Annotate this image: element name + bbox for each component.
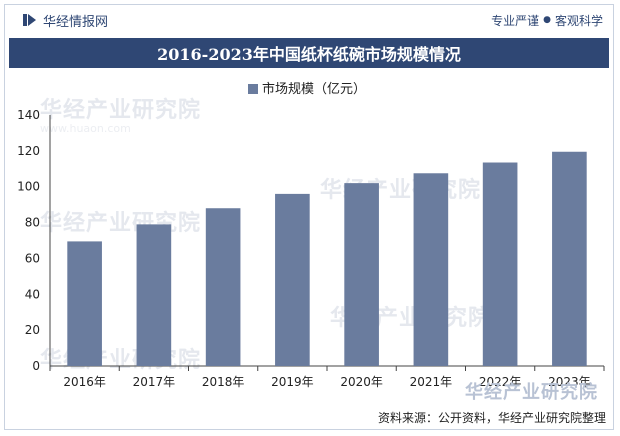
bar [205,208,241,366]
bar [136,224,172,366]
x-tick-label: 2021年 [410,375,453,389]
brand-logo-icon [23,13,37,27]
slogan-right: 客观科学 [554,13,603,28]
bar [67,241,102,366]
chart-title: 2016-2023年中国纸杯纸碗市场规模情况 [9,38,609,68]
y-tick-label: 40 [25,287,40,301]
source-note: 资料来源：公开资料，华经产业研究院整理 [377,411,606,425]
x-tick-label: 2016年 [63,375,106,389]
slogan-left: 专业严谨 [491,13,540,28]
y-tick-label: 80 [25,216,40,230]
x-tick-label: 2019年 [271,375,314,389]
y-tick-label: 120 [17,144,40,158]
y-tick-label: 100 [17,180,40,194]
header-bar: 华经情报网 专业严谨 ● 客观科学 [5,5,613,35]
x-tick-label: 2020年 [340,375,383,389]
bar [413,173,449,366]
y-tick-label: 140 [17,108,40,122]
brand: 华经情报网 [23,11,108,30]
slogan-separator: ● [543,15,551,25]
legend-swatch [248,84,258,94]
bar [344,183,379,366]
brand-name: 华经情报网 [43,14,109,30]
y-tick-label: 0 [32,359,40,373]
x-tick-label: 2018年 [202,375,245,389]
x-tick-label: 2017年 [133,375,176,389]
slogan: 专业严谨 ● 客观科学 [491,12,603,29]
x-tick-label: 2022年 [479,375,522,389]
bar [275,193,310,366]
y-tick-label: 60 [25,251,40,265]
legend-label: 市场规模（亿元） [262,81,366,97]
bar [482,162,518,366]
x-tick-label: 2023年 [548,375,591,389]
bar [552,151,587,366]
y-tick-label: 20 [25,323,40,337]
